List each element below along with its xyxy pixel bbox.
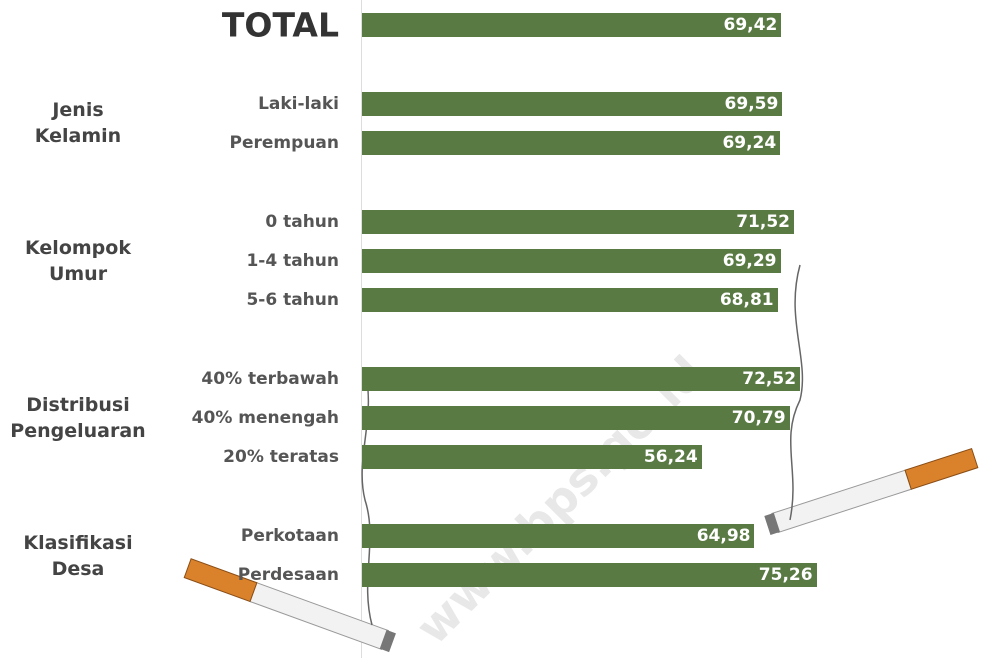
value-label: 56,24 <box>643 447 698 468</box>
value-label: 70,79 <box>731 408 786 428</box>
group-label: Distribusi Pengeluaran <box>10 394 146 442</box>
value-label: 69,24 <box>722 132 777 153</box>
value-label: 68,81 <box>719 290 774 311</box>
category-label: 5-6 tahun <box>246 290 339 311</box>
bar <box>362 523 755 548</box>
value-label: 69,42 <box>723 15 778 35</box>
bar <box>362 563 817 588</box>
bar <box>362 406 790 430</box>
category-label: TOTAL <box>221 5 339 45</box>
bar <box>362 288 778 313</box>
value-label: 69,29 <box>722 250 777 271</box>
category-label: 40% terbawah <box>201 368 339 389</box>
smoke <box>789 264 804 521</box>
value-label: 71,52 <box>736 211 790 232</box>
group-label: Kelompok Umur <box>25 236 131 285</box>
category-label: Laki-laki <box>258 93 339 114</box>
value-label: 69,59 <box>724 93 779 114</box>
bar <box>362 130 781 155</box>
group-label: Jenis Kelamin <box>34 99 122 148</box>
bar <box>362 209 794 234</box>
category-label: 0 tahun <box>265 211 339 232</box>
category-label: 20% teratas <box>223 447 339 468</box>
bar <box>362 445 702 470</box>
value-label: 72,52 <box>742 368 797 389</box>
group-label: Klasifikasi Desa <box>23 531 133 580</box>
bar <box>362 13 782 37</box>
value-label: 75,26 <box>758 565 813 586</box>
category-label: Perkotaan <box>240 525 339 546</box>
value-label: 64,98 <box>696 525 751 546</box>
category-label: Perempuan <box>229 132 339 153</box>
category-label: 40% menengah <box>191 408 339 428</box>
bar <box>362 91 783 116</box>
category-label: 1-4 tahun <box>246 250 339 271</box>
cigarette <box>183 558 396 653</box>
category-label: Perdesaan <box>237 565 339 586</box>
bar <box>362 366 801 391</box>
bar <box>362 248 781 273</box>
axis-line <box>361 0 362 658</box>
cigarette <box>764 447 979 535</box>
